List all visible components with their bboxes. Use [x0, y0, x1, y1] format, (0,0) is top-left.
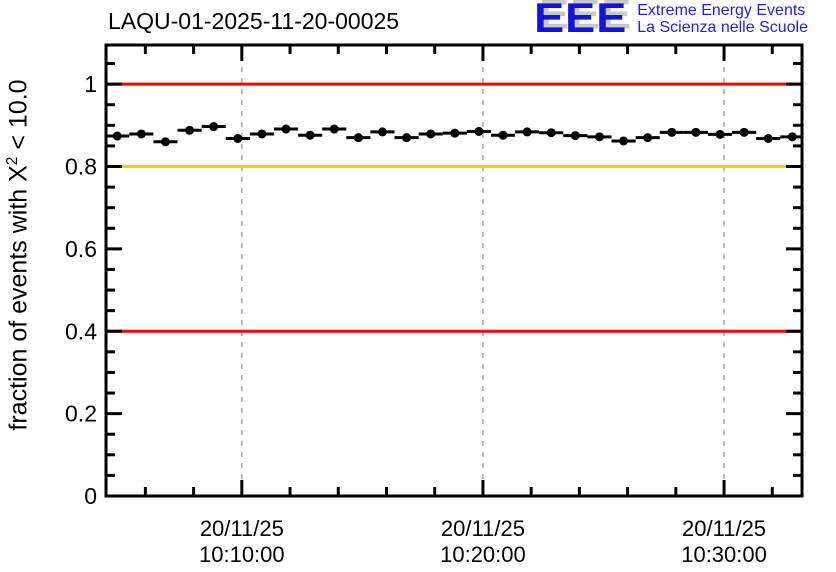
eee-logo-text: Extreme Energy Events La Scienza nelle S…	[637, 2, 808, 36]
data-point	[546, 128, 556, 138]
data-point	[570, 131, 580, 141]
data-point	[112, 131, 122, 141]
eee-logo-letters: EEE	[534, 0, 628, 42]
data-point	[136, 129, 146, 139]
y-axis-title-tail: < 10.0	[4, 79, 33, 157]
eee-logo-line1: Extreme Energy Events	[637, 2, 806, 19]
chart-title: LAQU-01-2025-11-20-00025	[108, 8, 400, 34]
data-point	[763, 133, 773, 143]
data-point	[522, 127, 532, 137]
data-point	[281, 124, 291, 134]
data-point	[257, 129, 267, 139]
data-point	[739, 127, 749, 137]
eee-logo: EEE Extreme Energy Events La Scienza nel…	[534, 0, 808, 40]
data-point	[305, 130, 315, 140]
x-tick-label-time: 10:10:00	[199, 542, 285, 567]
data-point	[787, 132, 797, 142]
y-tick-label: 0.2	[65, 401, 97, 427]
x-tick-label-date: 20/11/25	[200, 516, 284, 541]
plot-frame	[104, 43, 804, 498]
data-point	[402, 133, 412, 143]
data-point	[643, 133, 653, 143]
data-point	[329, 124, 339, 134]
data-point	[715, 129, 725, 139]
x-tick-label-date: 20/11/25	[441, 516, 525, 541]
data-point	[209, 122, 219, 132]
data-point	[450, 128, 460, 138]
x-tick-label-time: 10:30:00	[681, 542, 767, 567]
data-point	[474, 126, 484, 136]
data-point	[691, 127, 701, 137]
data-point	[353, 133, 363, 143]
data-point	[377, 127, 387, 137]
data-point	[233, 133, 243, 143]
y-tick-label: 0	[84, 483, 97, 509]
y-axis-title-text: fraction of events with X	[4, 165, 33, 431]
eee-logo-line2: La Scienza nelle Scuole	[637, 19, 808, 36]
y-tick-label: 0.8	[65, 154, 97, 180]
y-axis-title-sup: 2	[4, 156, 21, 166]
y-tick-label: 1	[84, 71, 97, 97]
x-tick-label-time: 10:20:00	[440, 542, 526, 567]
data-point	[426, 129, 436, 139]
data-point	[160, 137, 170, 147]
data-point	[667, 127, 677, 137]
y-axis-title: fraction of events with X2 < 10.0	[4, 30, 33, 480]
data-point	[619, 136, 629, 146]
data-point	[594, 132, 604, 142]
x-tick-label-date: 20/11/25	[682, 516, 766, 541]
y-tick-label: 0.6	[65, 236, 97, 262]
data-point	[498, 130, 508, 140]
y-tick-label: 0.4	[65, 318, 97, 344]
data-point	[185, 125, 195, 135]
